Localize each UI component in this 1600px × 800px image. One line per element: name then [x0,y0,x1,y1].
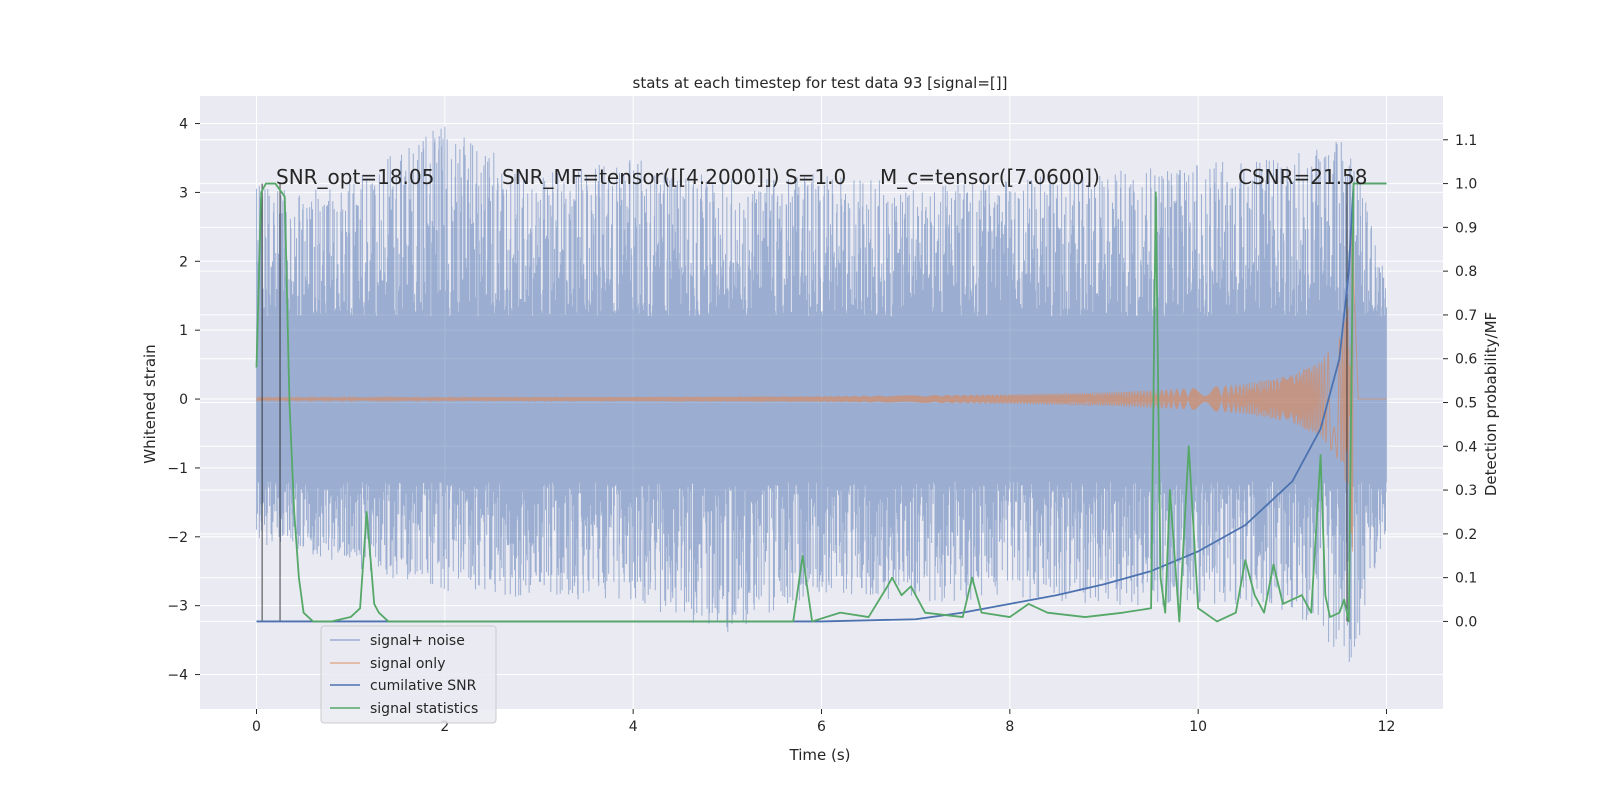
yr-tick-label-9: 0.9 [1455,220,1477,236]
legend-box [320,625,497,724]
x-tick-label-0: 0 [252,719,261,735]
yl-tick-label-3: −1 [167,461,188,477]
yr-tick-label-3: 0.3 [1455,483,1477,499]
signal-only-line [256,203,1387,552]
yr-tick-label-2: 0.2 [1455,527,1477,543]
yl-tick-label-4: 0 [179,392,188,408]
x-tick-label-1: 2 [440,719,449,735]
yl-tick-label-1: −3 [167,599,188,615]
x-tick-label-3: 6 [817,719,826,735]
yl-tick-label-0: −4 [167,668,188,684]
x-tick-label-2: 4 [629,719,638,735]
x-tick-label-5: 10 [1189,719,1207,735]
annotation-snr-mf: SNR_MF=tensor([[4.2000]]) [502,165,780,189]
legend-label-signal-statistics: signal statistics [370,701,478,717]
chart-title: stats at each timestep for test data 93 … [633,74,1008,92]
legend-label-signal-noise: signal+ noise [370,633,465,649]
y-axis-label-left: Whitened strain [141,344,159,463]
legend: signal+ noise signal only cumilative SNR… [320,625,497,724]
x-tick-label-6: 12 [1378,719,1396,735]
annotation-csnr: CSNR=21.58 [1238,165,1368,189]
yl-tick-label-2: −2 [167,530,188,546]
yr-tick-label-10: 1.0 [1455,177,1477,193]
legend-label-signal-only: signal only [370,656,445,672]
yr-tick-label-1: 0.1 [1455,571,1477,587]
x-axis-label: Time (s) [789,746,851,764]
yl-tick-label-6: 2 [179,254,188,270]
annotation-snr-opt: SNR_opt=18.05 [276,165,434,189]
annotation-s: S=1.0 [785,165,846,189]
yl-tick-label-7: 3 [179,185,188,201]
x-tick-label-4: 8 [1005,719,1014,735]
yl-tick-label-8: 4 [179,117,188,133]
yr-tick-label-5: 0.5 [1455,396,1477,412]
yr-tick-label-6: 0.6 [1455,352,1477,368]
yl-tick-label-5: 1 [179,323,188,339]
annotation-mc: M_c=tensor([7.0600]) [880,165,1100,189]
yr-tick-label-7: 0.7 [1455,308,1477,324]
yr-tick-label-0: 0.0 [1455,614,1477,630]
signal-statistics-line [255,182,1387,623]
y-axis-label-right: Detection probability/MF [1482,312,1500,496]
signal-only-series [256,203,1387,552]
vertical-markers [261,183,1348,622]
yr-tick-label-11: 1.1 [1455,133,1477,149]
legend-label-cumulative-snr: cumilative SNR [370,678,477,694]
yr-tick-label-8: 0.8 [1455,264,1477,280]
yr-tick-label-4: 0.4 [1455,439,1477,455]
signal-statistics-series [255,182,1387,623]
tick-labels: 0 2 4 6 8 10 12−4−3−2−1012340.00.10.20.30.40.5… [167,117,1477,735]
